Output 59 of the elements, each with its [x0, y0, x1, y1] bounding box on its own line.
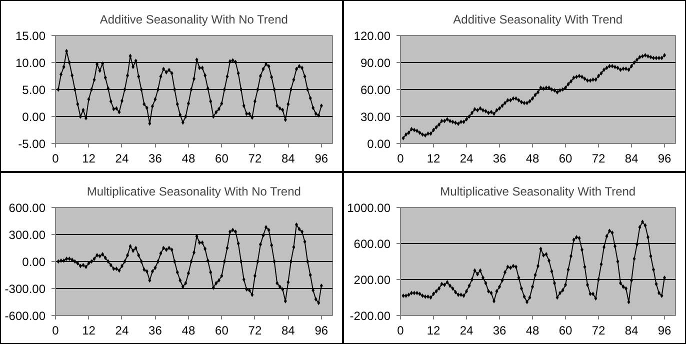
x-tick-label: 24	[115, 152, 129, 166]
y-tick-label: 0.00	[22, 110, 46, 124]
x-tick-label: 84	[624, 324, 638, 338]
y-tick-label: -200.00	[350, 309, 391, 323]
x-tick-label: 36	[148, 324, 162, 338]
x-tick-label: 96	[658, 152, 672, 166]
y-tick-label: -5.00	[18, 137, 46, 151]
y-tick-label: 60.00	[360, 83, 391, 97]
x-tick-label: 36	[148, 152, 162, 166]
y-tick-label: 5.00	[22, 83, 46, 97]
x-tick-label: 60	[215, 152, 229, 166]
y-tick-label: 1000.00	[347, 201, 391, 215]
x-tick-label: 84	[624, 152, 638, 166]
x-tick-label: 60	[558, 152, 572, 166]
x-tick-label: 0	[397, 152, 404, 166]
chart-title: Multiplicative Seasonality With No Trend	[86, 184, 301, 198]
y-tick-label: 15.00	[15, 29, 46, 43]
x-tick-label: 36	[492, 152, 506, 166]
y-tick-label: -300.00	[4, 282, 46, 296]
chart-title: Additive Seasonality With Trend	[453, 12, 623, 26]
x-tick-label: 24	[460, 324, 474, 338]
y-tick-label: 200.00	[354, 273, 391, 287]
x-tick-label: 84	[282, 324, 296, 338]
x-tick-label: 12	[82, 324, 96, 338]
x-tick-label: 72	[592, 324, 606, 338]
x-tick-label: 12	[426, 324, 440, 338]
x-tick-label: 0	[52, 152, 60, 166]
x-tick-label: 96	[314, 152, 328, 166]
y-tick-label: 0.00	[22, 255, 46, 269]
x-tick-label: 60	[558, 324, 572, 338]
y-tick-label: -600.00	[4, 309, 46, 323]
x-tick-label: 72	[248, 324, 262, 338]
x-tick-label: 48	[526, 152, 540, 166]
x-tick-label: 12	[82, 152, 96, 166]
x-tick-label: 96	[658, 324, 672, 338]
chart-title: Multiplicative Seasonality With Trend	[440, 184, 636, 198]
y-tick-label: 90.00	[360, 56, 391, 70]
x-tick-label: 48	[526, 324, 540, 338]
x-tick-label: 48	[182, 152, 196, 166]
chart-title: Additive Seasonality With No Trend	[100, 12, 288, 26]
x-tick-label: 48	[182, 324, 196, 338]
x-tick-label: 84	[282, 152, 296, 166]
y-tick-label: 10.00	[15, 56, 46, 70]
y-tick-label: 120.00	[354, 29, 391, 43]
y-tick-label: 30.00	[360, 110, 391, 124]
x-tick-label: 24	[115, 324, 129, 338]
x-tick-label: 12	[426, 152, 440, 166]
x-tick-label: 36	[492, 324, 506, 338]
x-tick-label: 0	[52, 324, 60, 338]
x-tick-label: 96	[314, 324, 328, 338]
x-tick-label: 72	[248, 152, 262, 166]
y-tick-label: 600.00	[8, 201, 46, 215]
x-tick-label: 24	[460, 152, 474, 166]
x-tick-label: 0	[397, 324, 404, 338]
y-tick-label: 600.00	[354, 237, 391, 251]
y-tick-label: 0.00	[367, 137, 391, 151]
x-tick-label: 72	[592, 152, 606, 166]
y-tick-label: 300.00	[8, 228, 46, 242]
x-tick-label: 60	[215, 324, 229, 338]
